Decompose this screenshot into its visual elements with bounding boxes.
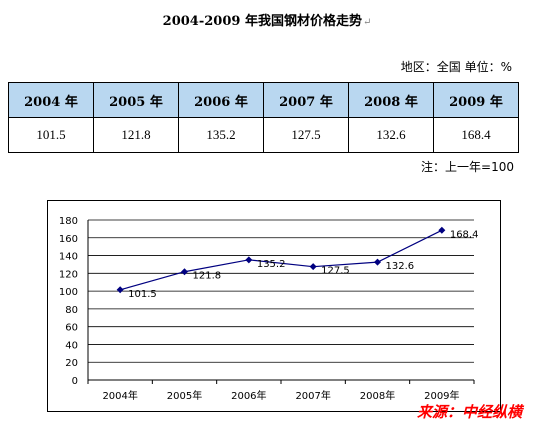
data-label: 127.5 [321, 266, 350, 277]
data-point [374, 258, 381, 266]
data-point [181, 268, 188, 276]
y-tick-label: 140 [59, 252, 78, 263]
year-header: 2004 年 [8, 82, 94, 118]
data-point [309, 263, 317, 271]
series-line [120, 229, 443, 291]
y-tick-label: 20 [65, 358, 78, 369]
table-header-row: 2004 年 2005 年 2006 年 2007 年 2008 年 2009 … [8, 82, 519, 118]
y-tick-label: 100 [59, 287, 78, 298]
table-cell: 135.2 [178, 117, 264, 153]
y-tick-label: 120 [59, 269, 78, 280]
data-label: 121.8 [193, 271, 222, 282]
table-cell: 127.5 [263, 117, 349, 153]
year-header: 2006 年 [178, 82, 264, 118]
data-label: 132.6 [386, 261, 415, 272]
year-header: 2007 年 [263, 82, 349, 118]
y-tick-label: 80 [65, 305, 78, 316]
x-tick-label: 2004年 [102, 389, 137, 402]
x-tick-label: 2008年 [360, 389, 395, 402]
paragraph-mark-icon: ↵ [362, 17, 372, 28]
data-label: 135.2 [257, 259, 286, 270]
year-header: 2009 年 [433, 82, 519, 118]
table-cell: 132.6 [348, 117, 434, 153]
x-tick-label: 2005年 [167, 389, 202, 402]
source-label: 来源：中经纵横 [416, 403, 522, 421]
table-cell: 101.5 [8, 117, 94, 153]
page-title: 2004-2009 年我国钢材价格走势↵ [162, 14, 372, 29]
y-tick-label: 40 [65, 340, 78, 351]
data-label: 101.5 [128, 289, 157, 300]
table-value-row: 101.5 121.8 135.2 127.5 132.6 168.4 [8, 117, 519, 153]
y-tick-label: 60 [65, 323, 78, 334]
year-header: 2008 年 [348, 82, 434, 118]
region-unit-label: 地区：全国 单位：% [400, 60, 512, 74]
x-tick-label: 2009年 [424, 389, 459, 402]
y-tick-label: 0 [72, 376, 78, 387]
year-header: 2005 年 [93, 82, 179, 118]
chart-frame: 0 20 40 60 80 100 120 140 160 180 2004年 2005年 2006年 2… [47, 200, 501, 412]
data-point [245, 256, 253, 264]
data-point [438, 226, 446, 234]
y-tick-label: 160 [59, 234, 78, 245]
footnote: 注：上一年=100 [421, 160, 514, 174]
x-tick-label: 2006年 [231, 389, 266, 402]
line-chart: 0 20 40 60 80 100 120 140 160 180 2004年 2005年 2006年 2… [59, 216, 479, 402]
x-tick-label: 2007年 [295, 389, 330, 402]
table-cell: 121.8 [93, 117, 179, 153]
table-cell: 168.4 [433, 117, 519, 153]
data-point [116, 286, 124, 294]
data-label: 168.4 [450, 229, 479, 240]
y-tick-label: 180 [59, 216, 78, 227]
price-table: 2004 年 2005 年 2006 年 2007 年 2008 年 2009 … [8, 82, 519, 153]
